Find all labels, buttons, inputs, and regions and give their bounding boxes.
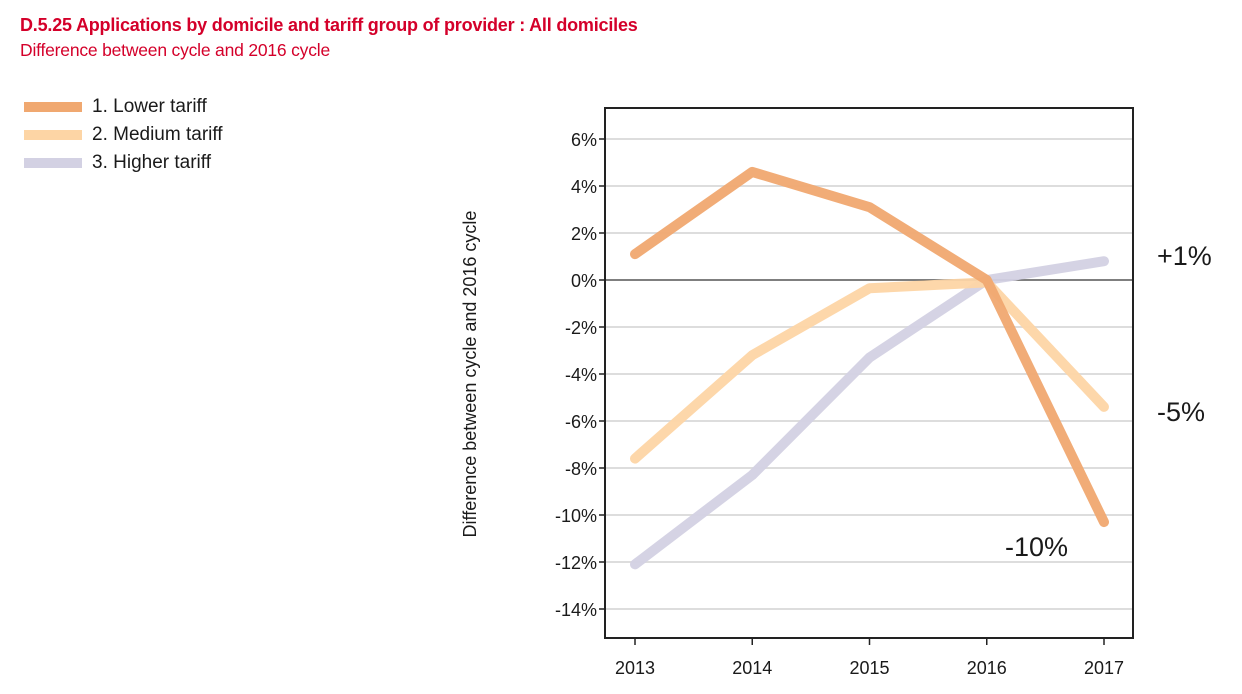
legend-label-higher-tariff: 3. Higher tariff (92, 152, 211, 173)
legend-item-lower-tariff: 1. Lower tariff (24, 93, 223, 121)
x-tick-label: 2014 (732, 658, 772, 678)
y-tick-label: -4% (565, 365, 597, 385)
series-line-higher-tariff (630, 256, 1109, 570)
legend-swatch-higher-tariff (24, 158, 82, 168)
x-axis: 2013 2014 2015 2016 2017 (615, 638, 1124, 678)
y-tick-label: -2% (565, 318, 597, 338)
y-axis: 6% 4% 2% 0% -2% -4% -6% -8% -10% -12% -14% (555, 130, 605, 620)
y-tick-label: 2% (571, 224, 597, 244)
x-tick-label: 2016 (967, 658, 1007, 678)
legend-swatch-lower-tariff (24, 102, 82, 112)
y-tick-label: -8% (565, 459, 597, 479)
y-tick-label: -10% (555, 506, 597, 526)
y-tick-label: -6% (565, 412, 597, 432)
legend-item-medium-tariff: 2. Medium tariff (24, 121, 223, 149)
annotations: +1% -5% -10% (1005, 241, 1212, 562)
chart-subtitle: Difference between cycle and 2016 cycle (20, 40, 330, 60)
legend-label-medium-tariff: 2. Medium tariff (92, 124, 223, 145)
y-tick-label: -12% (555, 553, 597, 573)
annotation-label: +1% (1157, 241, 1212, 271)
x-tick-label: 2015 (849, 658, 889, 678)
x-tick-label: 2017 (1084, 658, 1124, 678)
series-line-lower-tariff (630, 166, 1109, 528)
y-tick-label: 6% (571, 130, 597, 150)
y-tick-label: 4% (571, 177, 597, 197)
y-axis-label: Difference between cycle and 2016 cycle (460, 211, 480, 538)
annotation-label: -10% (1005, 532, 1068, 562)
y-tick-label: 0% (571, 271, 597, 291)
y-tick-label: -14% (555, 600, 597, 620)
legend-item-higher-tariff: 3. Higher tariff (24, 149, 223, 177)
chart-title: D.5.25 Applications by domicile and tari… (20, 15, 638, 35)
x-tick-label: 2013 (615, 658, 655, 678)
legend-swatch-medium-tariff (24, 130, 82, 140)
legend: 1. Lower tariff 2. Medium tariff 3. High… (24, 93, 223, 177)
legend-label-lower-tariff: 1. Lower tariff (92, 96, 207, 117)
annotation-label: -5% (1157, 397, 1205, 427)
series-lines (630, 166, 1109, 570)
